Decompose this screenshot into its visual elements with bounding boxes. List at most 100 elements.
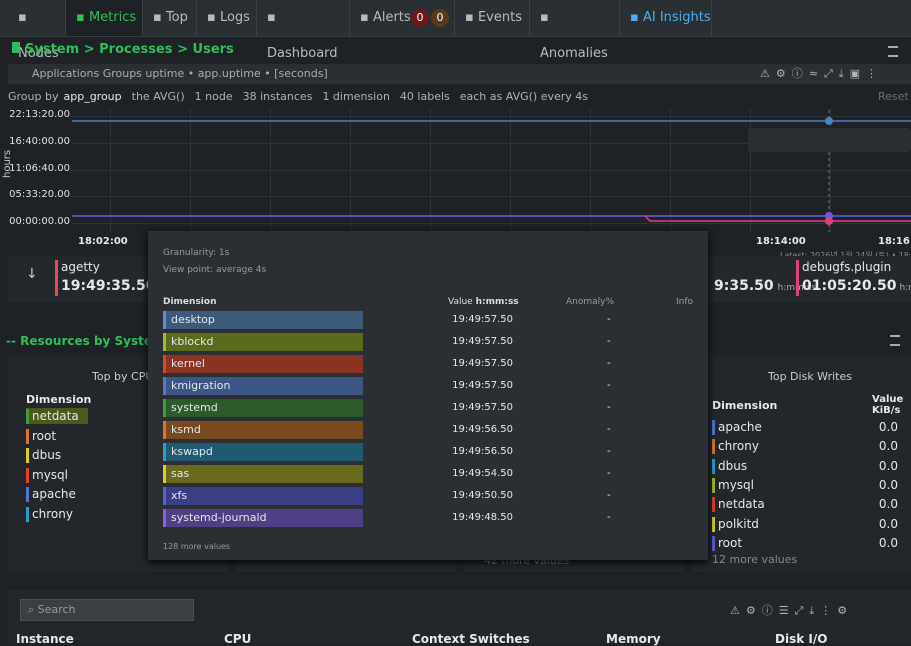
dimension-value: 19:49:56.50 bbox=[420, 424, 513, 435]
dimension-name: sas bbox=[171, 467, 189, 480]
anomaly-value: - bbox=[607, 446, 611, 457]
row-name: root bbox=[718, 536, 742, 550]
dimension-name: systemd-journald bbox=[171, 511, 267, 524]
hover-dot bbox=[825, 217, 833, 225]
dimension-value: 19:49:57.50 bbox=[420, 336, 513, 347]
legend-unit: h:m bbox=[900, 283, 911, 293]
row-value: 0.0 bbox=[860, 497, 898, 511]
legend-swatch bbox=[55, 260, 58, 296]
row-value: 0.0 bbox=[860, 459, 898, 473]
column-header: Value bbox=[448, 297, 473, 307]
dimension-value: 19:49:54.50 bbox=[420, 468, 513, 479]
search-placeholder: ⌕ Search bbox=[28, 603, 75, 617]
row-swatch bbox=[712, 420, 715, 435]
legend-arrow[interactable]: ↓ bbox=[26, 266, 38, 282]
hover-dot bbox=[825, 117, 833, 125]
legend-value: 9:35.50 bbox=[714, 278, 774, 294]
column-header: Value bbox=[872, 394, 903, 405]
plot-lines bbox=[0, 0, 911, 250]
anomaly-value: - bbox=[607, 380, 611, 391]
column-header: Dimension bbox=[712, 399, 777, 412]
row-name: mysql bbox=[32, 468, 68, 482]
column-header[interactable]: CPU bbox=[224, 632, 251, 646]
dimension-value: 19:49:57.50 bbox=[420, 402, 513, 413]
dimension-name: xfs bbox=[171, 489, 187, 502]
row-value: 0.0 bbox=[860, 439, 898, 453]
anomaly-value: - bbox=[607, 402, 611, 413]
dimension-name: ksmd bbox=[171, 423, 201, 436]
column-unit: KiB/s bbox=[872, 405, 900, 416]
granularity: Granularity: 1s bbox=[163, 248, 229, 258]
dimension-name: systemd bbox=[171, 401, 218, 414]
column-header[interactable]: Context Switches bbox=[412, 632, 530, 646]
row-name: netdata bbox=[32, 409, 79, 423]
dimension-name: kmigration bbox=[171, 379, 230, 392]
row-swatch bbox=[712, 459, 715, 474]
dimension-box bbox=[163, 487, 363, 505]
row-value: 0.0 bbox=[860, 517, 898, 531]
column-header: Value h:mm:ss bbox=[448, 297, 519, 307]
row-swatch bbox=[26, 507, 29, 522]
dimension-name: desktop bbox=[171, 313, 215, 326]
column-header: Info bbox=[676, 297, 693, 307]
more-values: 12 more values bbox=[712, 553, 797, 566]
anomaly-value: - bbox=[607, 424, 611, 435]
dimension-value: 19:49:48.50 bbox=[420, 512, 513, 523]
legend-swatch bbox=[796, 260, 799, 296]
row-name: mysql bbox=[718, 478, 754, 492]
row-swatch bbox=[712, 497, 715, 512]
anomaly-value: - bbox=[607, 512, 611, 523]
dimension-name: kblockd bbox=[171, 335, 214, 348]
legend-value: 19:49:35.50 bbox=[61, 278, 155, 294]
anomaly-value: - bbox=[607, 336, 611, 347]
column-header: Dimension bbox=[26, 393, 91, 406]
anomaly-value: - bbox=[607, 358, 611, 369]
legend-name: debugfs.plugin bbox=[802, 260, 891, 274]
dimension-value: 19:49:56.50 bbox=[420, 446, 513, 457]
menu-icon[interactable] bbox=[890, 335, 900, 346]
dimension-value: 19:49:50.50 bbox=[420, 490, 513, 501]
zoom-toolbar[interactable] bbox=[748, 128, 911, 152]
dimension-value: 19:49:57.50 bbox=[420, 380, 513, 391]
row-name: dbus bbox=[718, 459, 747, 473]
row-swatch bbox=[26, 448, 29, 463]
row-swatch bbox=[712, 478, 715, 493]
row-name: chrony bbox=[718, 439, 759, 453]
panel-title: Top by CPU bbox=[92, 370, 153, 383]
row-swatch bbox=[26, 429, 29, 444]
anomaly-value: - bbox=[607, 490, 611, 501]
panel-title: Top Disk Writes bbox=[768, 370, 852, 383]
row-name: netdata bbox=[718, 497, 765, 511]
row-value: 0.0 bbox=[860, 420, 898, 434]
row-swatch bbox=[26, 487, 29, 502]
column-header[interactable]: Disk I/O bbox=[775, 632, 827, 646]
view-point: View point: average 4s bbox=[163, 265, 266, 275]
row-name: root bbox=[32, 429, 56, 443]
column-header: Anomaly% bbox=[566, 297, 614, 307]
dimension-value: 19:49:57.50 bbox=[420, 314, 513, 325]
anomaly-value: - bbox=[607, 314, 611, 325]
row-name: apache bbox=[32, 487, 76, 501]
column-unit: h:mm:ss bbox=[476, 297, 519, 307]
row-swatch bbox=[712, 517, 715, 532]
search-text: Search bbox=[38, 603, 76, 616]
column-header[interactable]: Instance bbox=[16, 632, 74, 646]
legend-name: agetty bbox=[61, 260, 100, 274]
dimension-value: 19:49:57.50 bbox=[420, 358, 513, 369]
dimension-box bbox=[163, 465, 363, 483]
row-name: apache bbox=[718, 420, 762, 434]
legend-value: 01:05:20.50 bbox=[802, 278, 896, 294]
column-header: Dimension bbox=[163, 297, 216, 307]
row-swatch bbox=[26, 409, 29, 424]
row-swatch bbox=[712, 536, 715, 551]
row-swatch bbox=[712, 439, 715, 454]
table-toolbar[interactable]: ⚠⚙ⓘ☰⤢⤓⋮⚙ bbox=[730, 602, 853, 618]
y-axis-label: hours bbox=[2, 150, 13, 178]
row-name: dbus bbox=[32, 448, 61, 462]
dimension-name: kswapd bbox=[171, 445, 213, 458]
column-header[interactable]: Memory bbox=[606, 632, 661, 646]
dimension-name: kernel bbox=[171, 357, 205, 370]
row-swatch bbox=[26, 468, 29, 483]
row-name: chrony bbox=[32, 507, 73, 521]
